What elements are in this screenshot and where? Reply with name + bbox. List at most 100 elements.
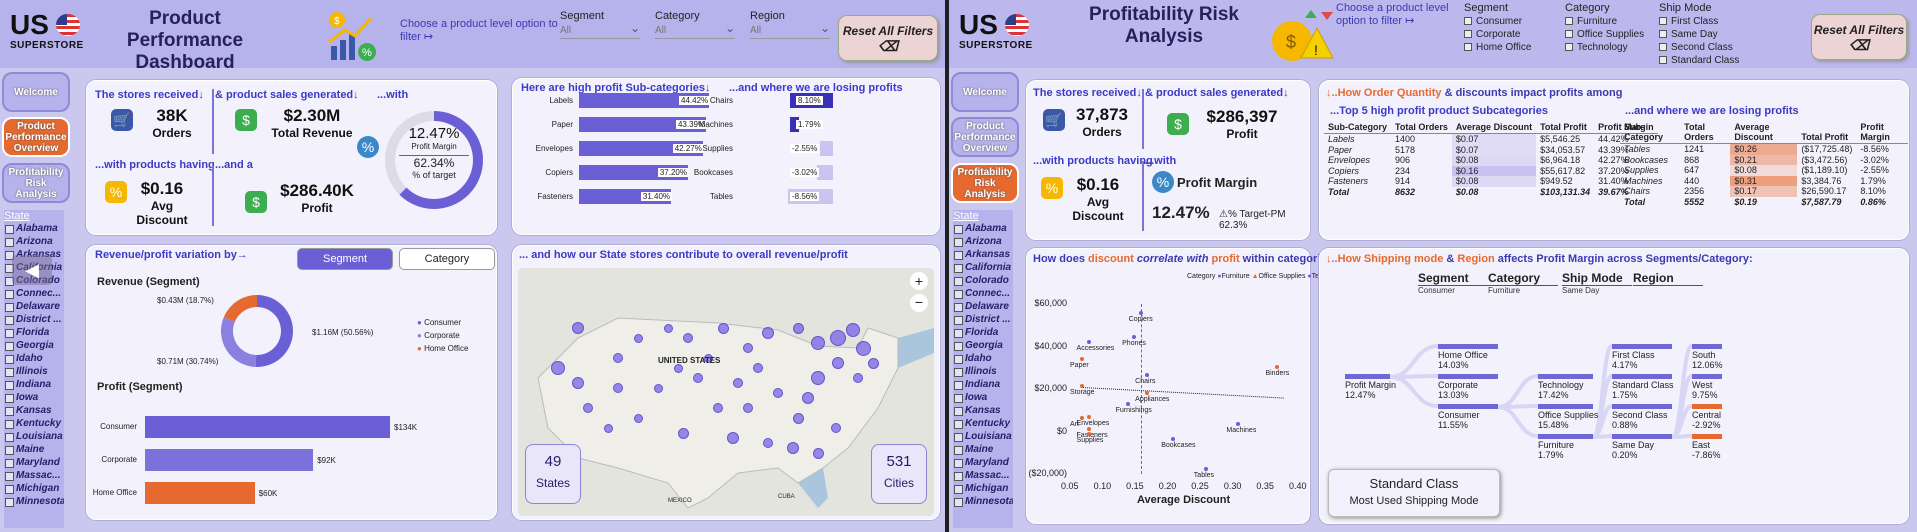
category-options[interactable]: Furniture Office Supplies Technology (1565, 15, 1644, 54)
state-option[interactable]: Kentucky (4, 417, 64, 430)
state-bubble[interactable] (603, 423, 613, 433)
state-option[interactable]: Alabama (953, 222, 1013, 235)
flow-node-bar[interactable] (1612, 374, 1672, 379)
state-bubble[interactable] (753, 363, 763, 373)
state-bubble[interactable] (846, 323, 860, 337)
segment-slicer[interactable]: Segment All (560, 10, 640, 39)
shipmode-options[interactable]: First Class Same Day Second Class Standard … (1659, 15, 1739, 67)
state-option[interactable]: Minnesota (953, 495, 1013, 508)
state-option[interactable]: Maryland (953, 456, 1013, 469)
state-option[interactable]: Idaho (953, 352, 1013, 365)
state-bubble[interactable] (802, 392, 814, 404)
state-bubble[interactable] (653, 383, 663, 393)
state-option[interactable]: Maryland (4, 456, 64, 469)
scatter-point[interactable] (1236, 422, 1241, 427)
state-option[interactable]: Delaware (4, 300, 64, 313)
state-bubble[interactable] (572, 322, 584, 334)
state-bubble[interactable] (727, 432, 739, 444)
shipmode-option[interactable]: First Class (1659, 15, 1739, 28)
flow-node-bar[interactable] (1345, 374, 1390, 379)
category-option[interactable]: Furniture (1565, 15, 1644, 28)
state-option[interactable]: Idaho (4, 352, 64, 365)
state-bubble[interactable] (663, 323, 673, 333)
state-bubble[interactable] (773, 388, 783, 398)
state-option[interactable]: Louisiana (4, 430, 64, 443)
scatter-point[interactable] (1145, 372, 1150, 377)
shipmode-option[interactable]: Same Day (1659, 28, 1739, 41)
state-bubble[interactable] (633, 413, 643, 423)
state-bubble[interactable] (812, 447, 824, 459)
flow-node-bar[interactable] (1438, 374, 1498, 379)
state-option[interactable]: Massac... (4, 469, 64, 482)
collapse-arrow-icon[interactable]: ◀ (12, 255, 52, 285)
state-bubble[interactable] (713, 403, 723, 413)
state-bubble[interactable] (733, 378, 743, 388)
segment-option[interactable]: Consumer (1464, 15, 1531, 28)
category-toggle-button[interactable]: Category (399, 248, 495, 270)
state-option[interactable]: District ... (4, 313, 64, 326)
scatter-point[interactable] (1203, 467, 1208, 472)
shipmode-slicer[interactable]: Ship Mode First Class Same Day Second Clas… (1659, 2, 1739, 67)
scatter-point[interactable] (1125, 401, 1130, 406)
state-bubble[interactable] (831, 423, 841, 433)
region-slicer[interactable]: Region All (750, 10, 830, 39)
state-option[interactable]: Connec... (953, 287, 1013, 300)
nav-welcome[interactable]: Welcome (2, 72, 70, 112)
state-option[interactable]: Indiana (4, 378, 64, 391)
nav-product-performance[interactable]: Product Performance Overview (951, 117, 1019, 157)
state-option[interactable]: Colorado (953, 274, 1013, 287)
state-option[interactable]: Kentucky (953, 417, 1013, 430)
scatter-point[interactable] (1086, 427, 1091, 432)
scatter-point[interactable] (1086, 414, 1091, 419)
scatter-point[interactable] (1132, 334, 1137, 339)
state-bubble[interactable] (853, 373, 863, 383)
checkbox[interactable] (1659, 17, 1667, 25)
state-option[interactable]: Michigan (953, 482, 1013, 495)
zoom-out-icon[interactable]: − (910, 294, 928, 312)
state-bubble[interactable] (613, 383, 623, 393)
state-bubble[interactable] (792, 322, 804, 334)
state-option[interactable]: Arkansas (953, 248, 1013, 261)
state-bubble[interactable] (703, 353, 713, 363)
scatter-point[interactable] (1086, 340, 1091, 345)
state-bubble[interactable] (792, 412, 804, 424)
flow-node-bar[interactable] (1692, 434, 1722, 439)
flow-node-bar[interactable] (1692, 404, 1722, 409)
state-option[interactable]: Florida (953, 326, 1013, 339)
category-slicer[interactable]: Category Furniture Office Supplies Technol… (1565, 2, 1644, 54)
scatter-point[interactable] (1080, 415, 1085, 420)
checkbox[interactable] (1464, 17, 1472, 25)
state-bubble[interactable] (855, 340, 871, 356)
state-option[interactable]: Indiana (953, 378, 1013, 391)
checkbox[interactable] (1565, 43, 1573, 51)
segment-slicer[interactable]: Segment Consumer Corporate Home Office (1464, 2, 1531, 54)
scatter-point[interactable] (1145, 390, 1150, 395)
state-option[interactable]: Florida (4, 326, 64, 339)
state-bubble[interactable] (743, 343, 753, 353)
state-bubble[interactable] (811, 336, 825, 350)
segment-options[interactable]: Consumer Corporate Home Office (1464, 15, 1531, 54)
state-option[interactable]: Alabama (4, 222, 64, 235)
state-option[interactable]: Maine (953, 443, 1013, 456)
reset-filters-button[interactable]: Reset All Filters ⌫ (1811, 14, 1907, 60)
state-bubble[interactable] (673, 363, 683, 373)
state-option[interactable]: Illinois (953, 365, 1013, 378)
state-option[interactable]: Arizona (953, 235, 1013, 248)
category-option[interactable]: Technology (1565, 41, 1644, 54)
scatter-point[interactable] (1171, 436, 1176, 441)
flow-node-bar[interactable] (1538, 404, 1593, 409)
scatter-point[interactable] (1086, 432, 1091, 437)
state-option[interactable]: Georgia (953, 339, 1013, 352)
state-option[interactable]: Minnesota (4, 495, 64, 508)
state-bubble[interactable] (613, 353, 623, 363)
state-option[interactable]: California (953, 261, 1013, 274)
nav-profitability-risk[interactable]: Profitability Risk Analysis (2, 163, 70, 203)
flow-node-bar[interactable] (1438, 404, 1498, 409)
state-bubble[interactable] (717, 322, 729, 334)
checkbox[interactable] (1464, 43, 1472, 51)
flow-node-bar[interactable] (1692, 374, 1722, 379)
segment-option[interactable]: Corporate (1464, 28, 1531, 41)
state-bubble[interactable] (572, 377, 584, 389)
state-bubble[interactable] (763, 438, 773, 448)
